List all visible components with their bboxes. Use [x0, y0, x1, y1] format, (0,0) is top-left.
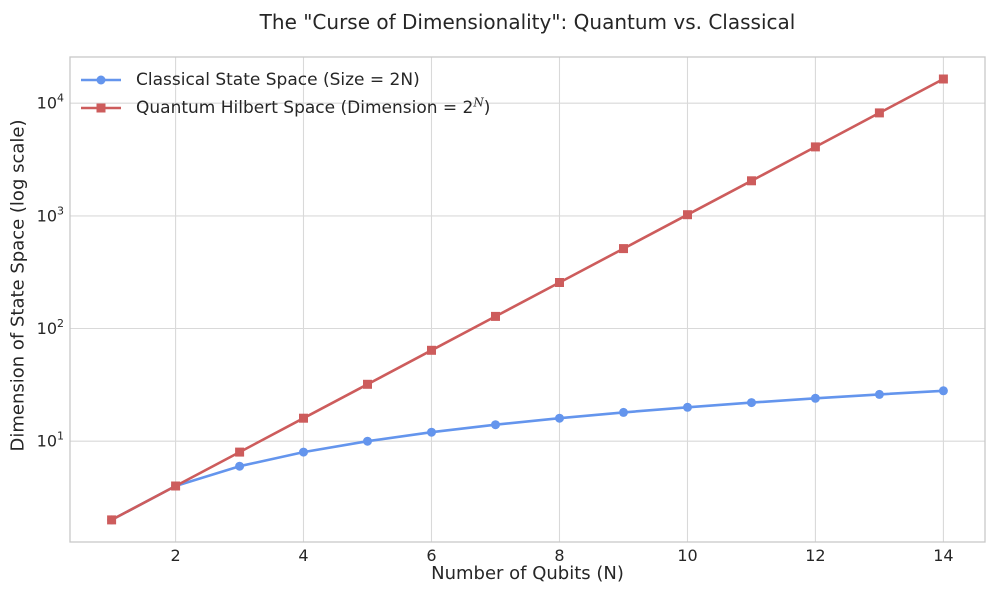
x-tick-label: 4: [298, 546, 308, 565]
data-marker-square: [810, 142, 820, 152]
chart-title: The "Curse of Dimensionality": Quantum v…: [259, 10, 796, 34]
data-marker-square: [107, 515, 117, 525]
data-marker-circle: [427, 427, 436, 437]
data-marker-circle: [619, 407, 628, 417]
y-tick-label: 104: [37, 92, 64, 113]
y-tick-label: 101: [37, 430, 64, 451]
data-marker-circle: [363, 436, 372, 446]
plot-border: [69, 56, 986, 543]
data-marker-square: [619, 244, 628, 254]
series-line: [110, 389, 944, 522]
legend-label: Classical State Space (Size = 2N): [136, 69, 420, 90]
x-tick-label: 8: [554, 546, 564, 565]
data-marker-circle: [810, 393, 820, 403]
legend-label: Quantum Hilbert Space (Dimension = 2N): [136, 94, 491, 118]
data-marker-square: [235, 447, 245, 457]
legend-item: Classical State Space (Size = 2N): [80, 66, 490, 93]
legend-item: Quantum Hilbert Space (Dimension = 2N): [80, 94, 490, 121]
data-marker-circle: [299, 447, 308, 457]
data-marker-square: [491, 311, 500, 321]
x-tick-label: 6: [426, 546, 436, 565]
data-marker-circle: [491, 420, 500, 430]
data-marker-circle: [874, 389, 884, 399]
legend-swatch-square: [81, 103, 121, 112]
legend: Classical State Space (Size = 2N) Quantum…: [80, 66, 490, 121]
x-tick-label: 2: [171, 546, 181, 565]
data-marker-square: [874, 108, 884, 118]
data-marker-square: [938, 74, 948, 84]
data-marker-square: [555, 278, 564, 287]
data-marker-square: [683, 210, 692, 220]
legend-swatch-circle: [81, 75, 121, 84]
x-tick-label: 12: [805, 546, 825, 565]
data-marker-circle: [747, 398, 756, 408]
data-marker-circle: [938, 386, 948, 396]
data-marker-square: [299, 413, 308, 423]
data-marker-square: [427, 345, 436, 355]
y-tick-label: 102: [37, 317, 64, 338]
y-axis-label: Dimension of State Space (log scale): [7, 119, 29, 452]
x-tick-label: 10: [677, 546, 697, 565]
data-marker-circle: [683, 402, 692, 412]
series-line: [110, 77, 945, 522]
data-marker-square: [747, 176, 756, 186]
x-axis-label: Number of Qubits (N): [431, 563, 624, 584]
y-tick-label: 103: [37, 204, 64, 225]
data-marker-square: [363, 379, 372, 389]
data-marker-circle: [555, 413, 564, 423]
data-marker-circle: [235, 461, 245, 471]
data-marker-square: [171, 481, 181, 491]
x-tick-label: 14: [933, 546, 953, 565]
